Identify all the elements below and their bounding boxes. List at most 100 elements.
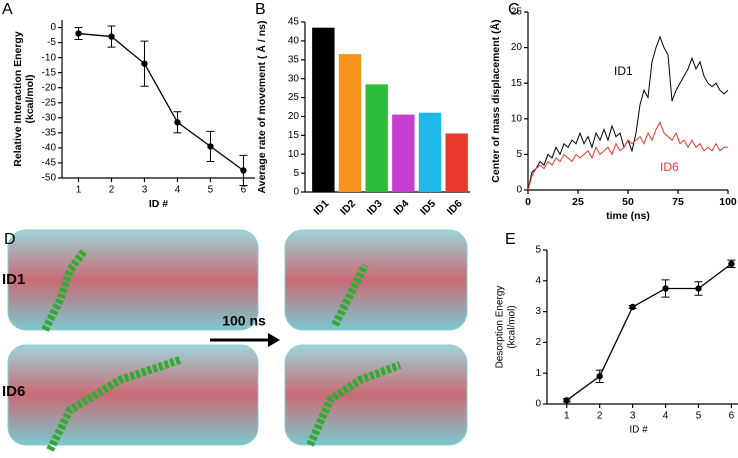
bar xyxy=(312,27,335,192)
y-tick-label: 20 xyxy=(288,111,300,122)
x-tick-label: 6 xyxy=(241,185,247,196)
x-tick-label: ID2 xyxy=(338,197,358,217)
x-tick-label: 25 xyxy=(572,196,584,208)
y-tick-label: 35 xyxy=(288,54,300,65)
y-tick-label: 5 xyxy=(516,149,522,160)
x-tick-label: 4 xyxy=(175,185,181,196)
y-axis-label: (kcal/mol) xyxy=(24,74,36,123)
x-tick-label: 2 xyxy=(597,411,603,422)
x-tick-label: 3 xyxy=(142,185,148,196)
y-tick-label: 2 xyxy=(535,337,541,348)
y-tick-label: -50 xyxy=(42,173,57,184)
panel-label: E xyxy=(505,231,516,248)
x-axis-label: ID # xyxy=(629,425,648,436)
y-axis-label: Relative Interaction Energy xyxy=(12,31,24,167)
x-tick-label: 100 xyxy=(719,196,737,208)
y-axis-label: Desorption Energy xyxy=(495,286,506,369)
y-tick-label: -45 xyxy=(42,158,57,169)
y-tick-label: 20 xyxy=(511,42,523,53)
y-tick-label: 10 xyxy=(511,113,523,124)
series-label: ID1 xyxy=(614,64,633,78)
arrow-head xyxy=(268,333,280,347)
point xyxy=(141,60,148,67)
x-tick-label: 0 xyxy=(525,196,531,208)
line xyxy=(566,263,732,401)
bar xyxy=(338,54,362,192)
y-tick-label: 3 xyxy=(535,306,541,317)
arrow-label: 100 ns xyxy=(222,313,266,329)
x-tick-label: ID4 xyxy=(391,197,411,217)
x-tick-label: 1 xyxy=(564,411,570,422)
y-tick-label: 30 xyxy=(288,73,300,84)
y-tick-label: -40 xyxy=(42,143,57,154)
peptide xyxy=(41,247,89,332)
point xyxy=(629,303,636,311)
x-tick-label: 5 xyxy=(696,411,702,422)
y-tick-label: 5 xyxy=(293,168,299,179)
y-tick-label: 5 xyxy=(535,245,541,256)
x-tick-label: ID6 xyxy=(445,197,465,217)
y-tick-label: 25 xyxy=(288,92,300,103)
y-tick-label: 45 xyxy=(288,17,300,28)
point xyxy=(563,397,570,404)
y-tick-label: 0 xyxy=(50,22,56,33)
membrane xyxy=(284,229,468,331)
point xyxy=(75,30,82,37)
y-tick-label: -20 xyxy=(42,82,57,93)
series-line xyxy=(527,121,728,191)
x-tick-label: 6 xyxy=(729,411,735,422)
y-tick-label: -15 xyxy=(42,67,57,78)
panel-label: D xyxy=(4,231,16,248)
membrane xyxy=(284,344,468,446)
y-axis-label: Center of mass displacement (Å) xyxy=(489,19,502,182)
y-tick-label: 0 xyxy=(516,185,522,196)
point xyxy=(174,119,181,126)
point xyxy=(596,373,603,380)
x-tick-label: ID1 xyxy=(311,197,331,217)
point xyxy=(108,33,115,40)
x-tick-label: ID5 xyxy=(418,197,438,217)
membrane xyxy=(7,344,259,446)
point xyxy=(207,143,214,150)
x-tick-label: 75 xyxy=(672,196,684,208)
panel-d: D ID1 ID6 100 ns xyxy=(2,229,468,452)
membrane xyxy=(7,229,259,331)
bar xyxy=(392,114,415,192)
y-tick-label: 0 xyxy=(293,187,299,198)
y-tick-label: 15 xyxy=(288,130,300,141)
row-label: ID1 xyxy=(2,271,25,288)
y-tick-label: -5 xyxy=(47,37,56,48)
x-tick-label: 5 xyxy=(208,185,214,196)
point xyxy=(662,285,669,292)
bar xyxy=(365,84,388,192)
y-tick-label: 15 xyxy=(511,78,523,89)
series-label: ID6 xyxy=(660,160,679,174)
peptide xyxy=(306,361,402,447)
bar xyxy=(445,133,468,192)
y-tick-label: 25 xyxy=(511,7,523,18)
x-tick-label: 3 xyxy=(630,411,636,422)
y-tick-label: 0 xyxy=(535,399,541,410)
panel-label: B xyxy=(255,1,266,18)
row-label: ID6 xyxy=(2,383,25,400)
peptide xyxy=(46,356,182,452)
x-axis-label: time (ns) xyxy=(606,210,650,222)
series-line xyxy=(527,35,729,191)
y-tick-label: 10 xyxy=(288,149,300,160)
y-tick-label: 40 xyxy=(288,36,300,47)
panel-label: C xyxy=(508,1,520,18)
y-tick-label: -25 xyxy=(42,97,57,108)
y-tick-label: 1 xyxy=(535,368,541,379)
bar xyxy=(418,112,442,192)
x-tick-label: 2 xyxy=(109,185,115,196)
y-tick-label: -30 xyxy=(42,112,57,123)
x-tick-label: ID3 xyxy=(365,197,385,217)
y-axis-label: (kcal/mol) xyxy=(507,305,518,348)
peptide xyxy=(331,263,369,327)
point xyxy=(240,167,247,174)
line xyxy=(78,32,244,172)
y-tick-label: -35 xyxy=(42,127,57,138)
y-tick-label: 4 xyxy=(535,275,541,286)
point xyxy=(695,285,702,292)
